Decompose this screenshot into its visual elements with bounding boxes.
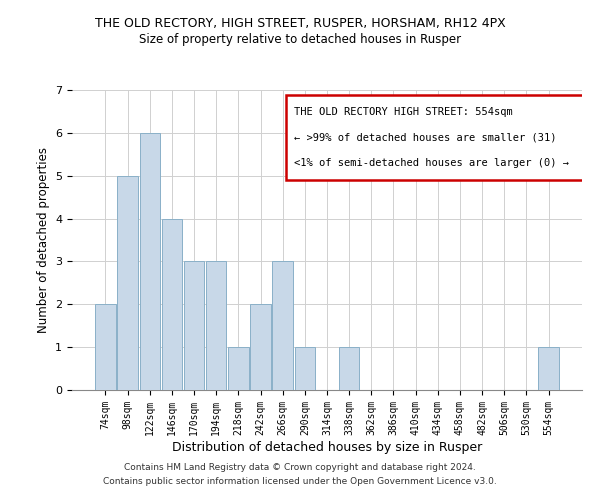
Bar	[161, 218, 182, 390]
Bar	[184, 262, 204, 390]
Text: <1% of semi-detached houses are larger (0) →: <1% of semi-detached houses are larger (…	[294, 158, 569, 168]
Bar	[140, 133, 160, 390]
Bar	[339, 347, 359, 390]
Y-axis label: Number of detached properties: Number of detached properties	[37, 147, 50, 333]
Text: THE OLD RECTORY HIGH STREET: 554sqm: THE OLD RECTORY HIGH STREET: 554sqm	[294, 106, 512, 117]
Text: Contains HM Land Registry data © Crown copyright and database right 2024.: Contains HM Land Registry data © Crown c…	[124, 464, 476, 472]
Text: Contains public sector information licensed under the Open Government Licence v3: Contains public sector information licen…	[103, 477, 497, 486]
Bar	[250, 304, 271, 390]
Bar	[118, 176, 138, 390]
Text: Size of property relative to detached houses in Rusper: Size of property relative to detached ho…	[139, 32, 461, 46]
X-axis label: Distribution of detached houses by size in Rusper: Distribution of detached houses by size …	[172, 440, 482, 454]
Bar	[272, 262, 293, 390]
FancyBboxPatch shape	[286, 94, 584, 180]
Bar	[95, 304, 116, 390]
Text: THE OLD RECTORY, HIGH STREET, RUSPER, HORSHAM, RH12 4PX: THE OLD RECTORY, HIGH STREET, RUSPER, HO…	[95, 18, 505, 30]
Bar	[295, 347, 315, 390]
Text: ← >99% of detached houses are smaller (31): ← >99% of detached houses are smaller (3…	[294, 132, 556, 142]
Bar	[228, 347, 248, 390]
Bar	[206, 262, 226, 390]
Bar	[538, 347, 559, 390]
